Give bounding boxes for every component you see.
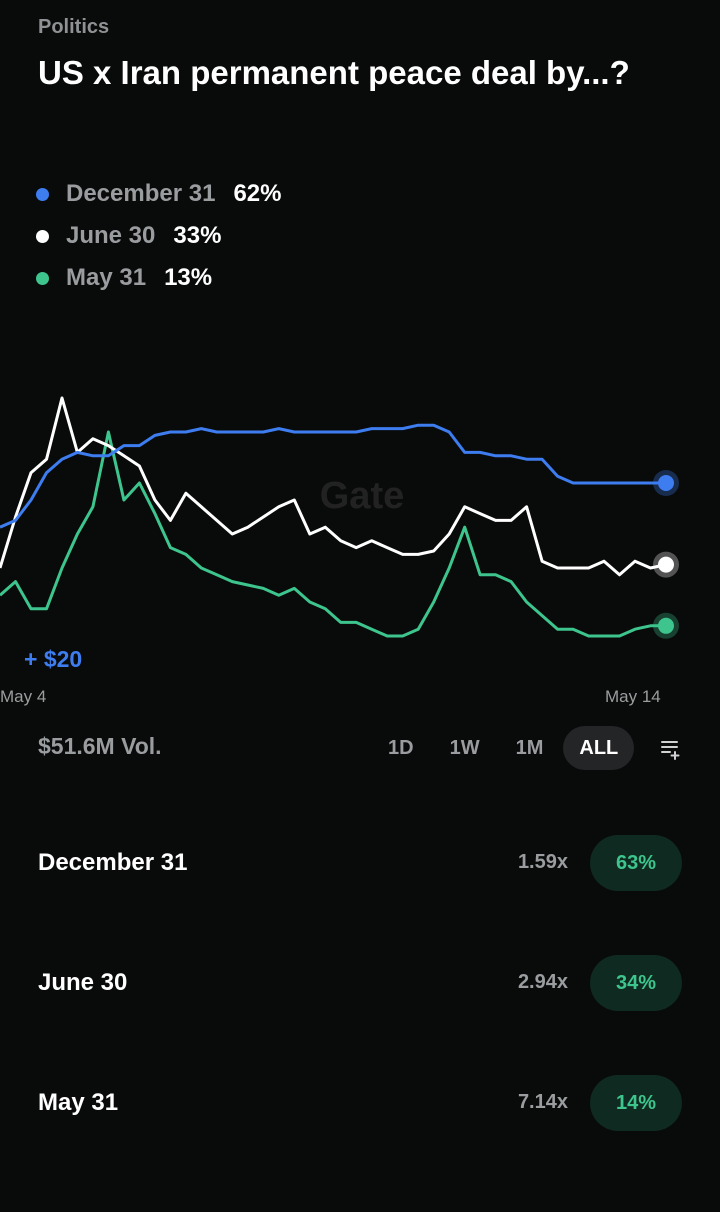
legend-pct: 62%: [233, 180, 282, 207]
time-range-selector: 1D 1W 1M ALL: [372, 726, 638, 770]
outcome-multiplier: 7.14x: [517, 1091, 568, 1113]
legend-name: May 31: [66, 264, 147, 291]
legend-dot-icon: [36, 187, 49, 201]
x-axis-start-date: May 4: [0, 687, 47, 706]
x-axis-end-date: May 14: [605, 687, 661, 706]
range-all-button[interactable]: ALL: [563, 726, 635, 770]
legend-dot-icon: [36, 271, 49, 285]
legend-item-june-30: June 30 33%: [36, 215, 281, 257]
legend-item-december-31: December 31 62%: [36, 173, 281, 215]
outcome-name: June 30: [38, 969, 128, 996]
legend-name: June 30: [66, 222, 156, 249]
buy-yes-button[interactable]: 34%: [590, 955, 682, 1011]
series-line-june-30: [0, 396, 667, 577]
legend-item-may-31: May 31 13%: [36, 257, 281, 299]
buy-yes-button[interactable]: 63%: [590, 835, 682, 891]
watermark-logo: Gate: [320, 475, 404, 517]
legend-pct: 33%: [173, 222, 222, 249]
series-line-may-31: [0, 430, 666, 638]
outcome-row-june-30[interactable]: June 30 2.94x 34%: [0, 953, 720, 1013]
series-endpoint-dot: [658, 617, 674, 634]
buy-yes-button[interactable]: 14%: [590, 1075, 682, 1131]
gain-label: + $20: [24, 646, 83, 672]
category-label[interactable]: Politics: [38, 16, 110, 38]
filter-icon[interactable]: [660, 738, 682, 760]
volume-label: $51.6M Vol.: [38, 733, 162, 759]
page-title: US x Iran permanent peace deal by...?: [38, 54, 630, 91]
series-endpoint-dot: [658, 475, 674, 491]
outcome-multiplier: 1.59x: [517, 851, 568, 873]
outcome-row-december-31[interactable]: December 31 1.59x 63%: [0, 833, 720, 893]
range-1w-button[interactable]: 1W: [434, 726, 496, 770]
range-1m-button[interactable]: 1M: [500, 726, 560, 770]
outcome-name: May 31: [38, 1089, 119, 1116]
legend-dot-icon: [36, 229, 49, 243]
outcome-multiplier: 2.94x: [517, 971, 568, 993]
series-endpoint-dot: [658, 556, 674, 573]
chart-legend: December 31 62% June 30 33% May 31 13%: [36, 173, 281, 299]
series-line-december-31: [0, 423, 666, 529]
outcome-row-may-31[interactable]: May 31 7.14x 14%: [0, 1073, 720, 1133]
legend-pct: 13%: [164, 264, 213, 291]
range-1d-button[interactable]: 1D: [372, 726, 430, 770]
outcome-name: December 31: [38, 849, 188, 876]
legend-name: December 31: [66, 180, 216, 207]
price-chart[interactable]: Gate: [0, 330, 720, 670]
